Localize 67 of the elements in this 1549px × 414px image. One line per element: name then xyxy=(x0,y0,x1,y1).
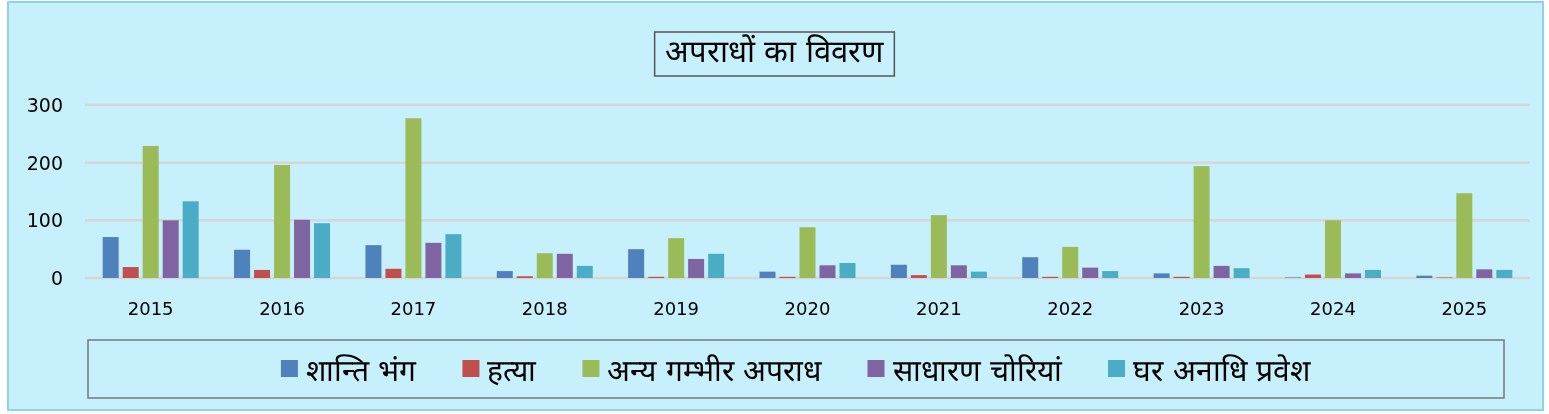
bar xyxy=(970,271,987,278)
bar xyxy=(576,265,593,278)
bar xyxy=(1193,166,1210,278)
legend-label: अन्य गम्भीर अपराध xyxy=(607,353,823,388)
bar xyxy=(1496,269,1513,278)
y-tick-label: 0 xyxy=(50,267,63,289)
bar xyxy=(1324,220,1341,278)
bar xyxy=(950,265,967,278)
bar xyxy=(496,271,513,278)
bar xyxy=(365,245,382,278)
chart-title: अपराधों का विवरण xyxy=(664,33,885,69)
bar xyxy=(1082,267,1099,278)
x-tick-label: 2020 xyxy=(784,298,831,319)
bar xyxy=(556,253,573,278)
bar xyxy=(799,227,816,278)
bar xyxy=(708,253,725,278)
bar xyxy=(1233,268,1250,278)
bar xyxy=(1153,273,1170,278)
bar xyxy=(162,220,179,278)
bar xyxy=(1102,271,1119,278)
bar xyxy=(294,219,311,278)
bar xyxy=(1344,273,1361,278)
x-tick-label: 2022 xyxy=(1047,298,1094,319)
bar xyxy=(405,118,422,278)
bar xyxy=(910,275,927,278)
bar xyxy=(274,164,291,278)
bar xyxy=(1364,269,1381,278)
bar xyxy=(234,249,251,278)
bar xyxy=(839,263,856,278)
bar xyxy=(314,223,331,278)
legend-label: हत्या xyxy=(487,353,538,388)
bar xyxy=(254,269,271,278)
x-tick-label: 2019 xyxy=(653,298,700,319)
x-tick-label: 2023 xyxy=(1178,298,1225,319)
x-tick-label: 2024 xyxy=(1310,298,1356,319)
bar xyxy=(102,237,119,278)
bar xyxy=(182,201,199,278)
bar xyxy=(759,271,776,278)
bar xyxy=(122,267,139,278)
bar xyxy=(1022,257,1039,278)
y-tick-label: 200 xyxy=(26,151,63,174)
bar xyxy=(425,242,442,278)
bar xyxy=(142,145,159,278)
x-tick-label: 2015 xyxy=(127,298,174,319)
x-tick-label: 2021 xyxy=(915,298,962,319)
bar xyxy=(445,234,462,278)
y-tick-label: 300 xyxy=(26,94,63,116)
bar xyxy=(1456,193,1473,278)
bar xyxy=(819,265,836,278)
bar xyxy=(1213,265,1230,278)
bar xyxy=(668,238,685,278)
bar xyxy=(628,249,645,278)
legend-label: साधारण चोरियां xyxy=(892,353,1064,388)
bar xyxy=(1476,269,1493,278)
bar xyxy=(890,264,907,278)
x-tick-label: 2018 xyxy=(521,298,568,319)
legend-label: घर अनाधि प्रवेश xyxy=(1133,353,1312,388)
bar xyxy=(536,253,553,278)
legend-label: शान्ति भंग xyxy=(305,353,418,388)
bar xyxy=(688,258,705,278)
x-tick-label: 2025 xyxy=(1441,298,1488,319)
y-tick-label: 100 xyxy=(26,209,63,232)
x-tick-label: 2016 xyxy=(259,298,305,319)
x-tick-label: 2017 xyxy=(390,298,437,319)
bar xyxy=(385,268,402,278)
bar xyxy=(1062,246,1079,278)
bar xyxy=(930,215,947,278)
